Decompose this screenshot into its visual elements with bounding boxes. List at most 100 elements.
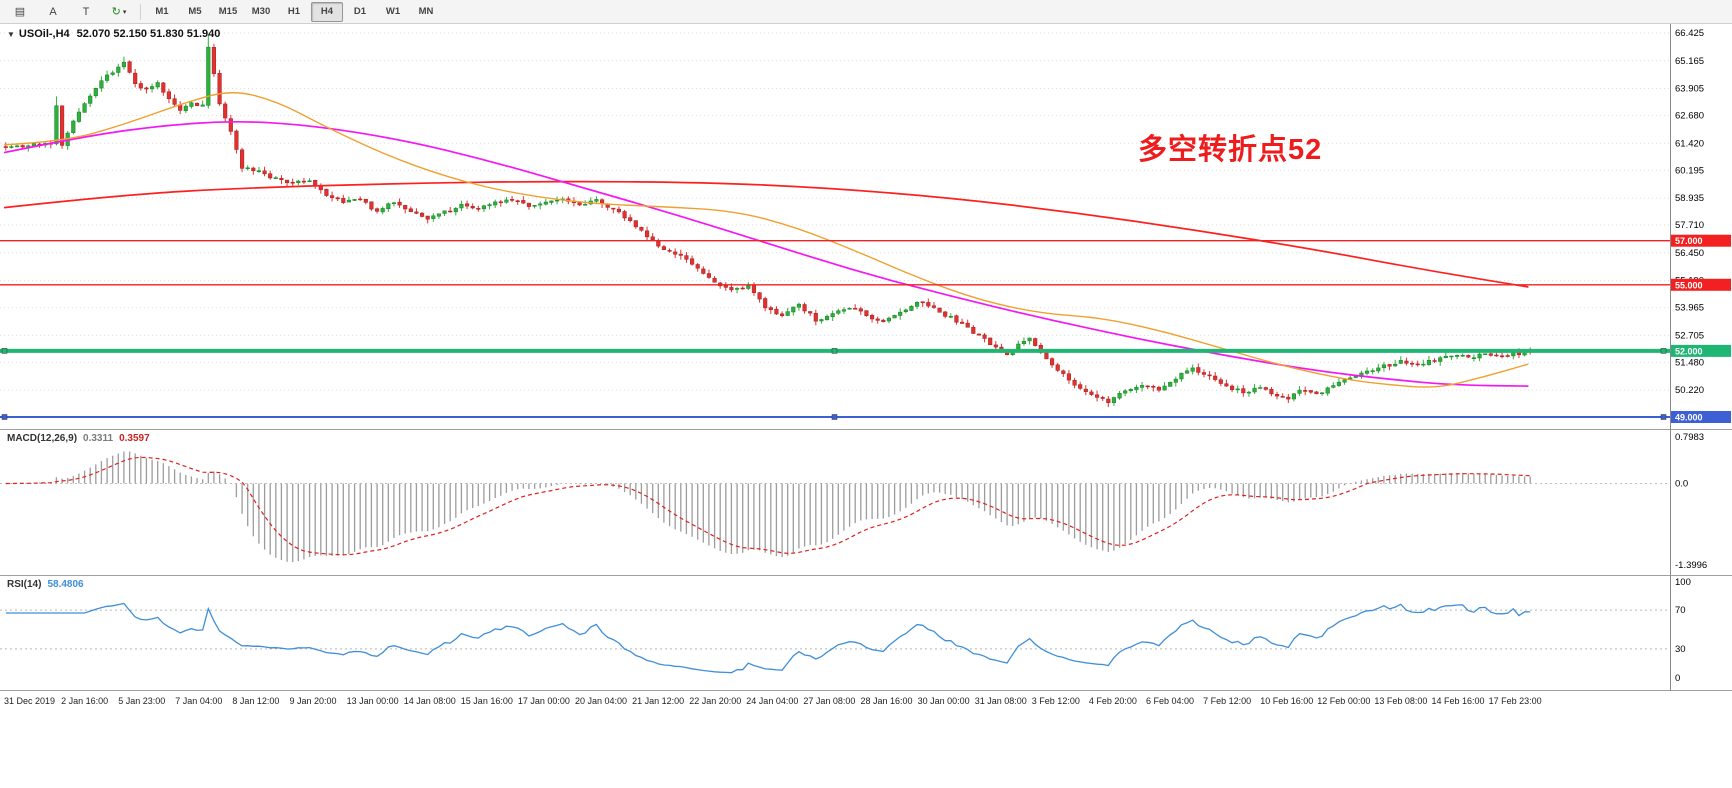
tf-button-h4[interactable]: H4 (311, 1, 343, 22)
ma-slow-red (3, 180, 1529, 288)
symbol-dropdown-icon[interactable]: ▼ (7, 30, 15, 39)
timeframe-group: M1 M5 M15 M30 H1 H4 D1 W1 MN (146, 1, 442, 22)
price-tag-57.000 (1671, 234, 1731, 247)
main-chart-canvas[interactable]: 66.425 65.165 63.905 62.680 61.420 60.195 58.9… (0, 24, 1732, 429)
toolbar: ▤ A T ↻ ▾ M1 M5 M15 M30 H1 H4 D1 W1 MN (0, 0, 1732, 24)
svg-text:58.935: 58.935 (1675, 193, 1704, 204)
svg-text:0.0: 0.0 (1675, 478, 1688, 489)
time-axis-label: 31 Dec 2019 (4, 696, 56, 706)
rsi-canvas[interactable]: 100 70 30 0 (0, 575, 1732, 691)
hline-49.000[interactable] (0, 414, 1670, 420)
time-axis-label: 24 Jan 04:00 (746, 696, 799, 706)
rsi-value: 58.4806 (47, 579, 84, 590)
price-axis[interactable]: 66.425 65.165 63.905 62.680 61.420 60.195 58.9… (1670, 24, 1732, 429)
candles-layer (3, 34, 1533, 408)
svg-text:57.000: 57.000 (1675, 236, 1703, 246)
chart-annotation-text[interactable]: 多空转折点52 (1138, 134, 1323, 166)
line-handle[interactable] (1, 414, 8, 420)
time-axis-label: 9 Jan 20:00 (289, 696, 337, 706)
time-axis-label: 27 Jan 08:00 (803, 696, 856, 706)
time-axis-label: 31 Jan 08:00 (974, 696, 1027, 706)
refresh-icon[interactable]: ↻ ▾ (111, 6, 127, 18)
time-axis-label: 13 Feb 08:00 (1374, 696, 1428, 706)
line-handle[interactable] (1660, 348, 1667, 354)
time-axis-label: 15 Jan 16:00 (460, 696, 513, 706)
svg-text:50.220: 50.220 (1675, 385, 1704, 396)
letter-a-icon[interactable]: A (49, 5, 57, 18)
time-axis-label: 20 Jan 04:00 (575, 696, 628, 706)
tf-button-m30[interactable]: M30 (251, 6, 271, 17)
svg-text:55.000: 55.000 (1675, 280, 1703, 290)
tf-button-m15[interactable]: M15 (218, 6, 238, 17)
svg-text:61.420: 61.420 (1675, 138, 1704, 149)
time-axis-label: 2 Jan 16:00 (61, 696, 109, 706)
svg-text:49.000: 49.000 (1675, 413, 1703, 423)
tf-button-h1[interactable]: H1 (287, 6, 301, 17)
macd-canvas[interactable]: 0.7983 0.0 -1.3996 (0, 429, 1732, 575)
line-handle[interactable] (1660, 414, 1667, 420)
letter-t-icon[interactable]: T (82, 5, 90, 18)
svg-text:51.480: 51.480 (1675, 357, 1704, 368)
time-axis-label: 17 Feb 23:00 (1488, 696, 1542, 706)
tf-button-mn[interactable]: MN (418, 6, 434, 17)
price-gridlines (0, 32, 1670, 391)
price-tag-52.000 (1671, 344, 1731, 357)
macd-signal-line (5, 456, 1531, 556)
time-axis-label: 4 Feb 20:00 (1088, 696, 1137, 706)
grid-icon[interactable]: ▤ (14, 6, 26, 18)
svg-text:0: 0 (1675, 673, 1680, 684)
time-axis-label: 13 Jan 00:00 (346, 696, 399, 706)
time-axis-label: 6 Feb 04:00 (1146, 696, 1195, 706)
time-axis-label: 10 Feb 16:00 (1260, 696, 1314, 706)
svg-text:57.710: 57.710 (1675, 220, 1704, 231)
svg-text:62.680: 62.680 (1675, 111, 1704, 122)
line-handle[interactable] (1, 348, 8, 354)
tf-button-w1[interactable]: W1 (385, 6, 401, 17)
chart-header: ▼ USOil-,H4 52.070 52.150 51.830 51.940 (7, 28, 220, 40)
toolbar-icon-group: ▤ A T ↻ ▾ (4, 2, 135, 22)
svg-text:63.905: 63.905 (1675, 84, 1704, 95)
svg-text:100: 100 (1675, 577, 1691, 588)
macd-indicator-name: MACD(12,26,9) (7, 433, 78, 444)
svg-text:60.195: 60.195 (1675, 165, 1704, 176)
price-tag-49.000 (1671, 411, 1731, 423)
tf-button-m1[interactable]: M1 (155, 6, 169, 17)
ma-fast-orange (3, 92, 1529, 388)
tf-button-m5[interactable]: M5 (188, 6, 202, 17)
time-axis-label: 7 Jan 04:00 (175, 696, 223, 706)
svg-text:70: 70 (1675, 605, 1686, 616)
time-axis-label: 14 Jan 08:00 (403, 696, 456, 706)
svg-text:52.000: 52.000 (1675, 346, 1703, 356)
time-axis-label: 30 Jan 00:00 (917, 696, 970, 706)
macd-histogram (10, 451, 1531, 563)
rsi-label: RSI(14) 58.4806 (7, 579, 84, 590)
macd-value-main: 0.3311 (83, 433, 114, 444)
macd-value-signal: 0.3597 (119, 433, 150, 444)
chevron-down-icon: ▾ (122, 8, 127, 16)
line-handle[interactable] (831, 414, 838, 420)
svg-text:52.705: 52.705 (1675, 330, 1704, 341)
time-axis-label: 28 Jan 16:00 (860, 696, 913, 706)
time-axis-label: 12 Feb 00:00 (1317, 696, 1371, 706)
time-axis-label: 3 Feb 12:00 (1031, 696, 1080, 706)
svg-text:56.450: 56.450 (1675, 248, 1704, 259)
svg-text:30: 30 (1675, 644, 1686, 655)
time-axis-label: 21 Jan 12:00 (632, 696, 685, 706)
svg-text:-1.3996: -1.3996 (1675, 560, 1707, 571)
time-axis: 31 Dec 2019 2 Jan 16:00 5 Jan 23:00 7 Jan 0… (0, 691, 1670, 713)
time-axis-label: 17 Jan 00:00 (517, 696, 570, 706)
ma-mid-magenta (3, 120, 1529, 387)
toolbar-separator (140, 3, 141, 20)
time-axis-label: 5 Jan 23:00 (118, 696, 166, 706)
time-axis-label: 7 Feb 12:00 (1203, 696, 1252, 706)
ohlc-values: 52.070 52.150 51.830 51.940 (76, 28, 221, 40)
hline-52.000[interactable] (0, 348, 1670, 354)
symbol-label: USOil-,H4 (18, 28, 70, 40)
tf-button-d1[interactable]: D1 (353, 6, 367, 17)
rsi-indicator-name: RSI(14) (7, 579, 42, 590)
line-handle[interactable] (831, 348, 838, 354)
price-tag-55.000 (1671, 278, 1731, 291)
rsi-line (5, 602, 1531, 674)
svg-text:53.965: 53.965 (1675, 303, 1704, 314)
svg-text:0.7983: 0.7983 (1675, 432, 1704, 443)
